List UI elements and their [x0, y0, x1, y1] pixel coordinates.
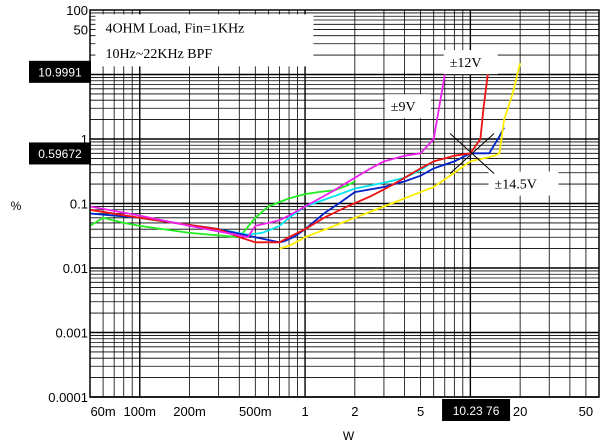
series-lines [89, 62, 521, 250]
series-line-3 [89, 127, 505, 244]
cursor-mark [449, 133, 495, 174]
series-line-4 [89, 62, 491, 244]
y-axis-label: % [11, 199, 22, 213]
x-tick-label: 1 [301, 404, 308, 419]
series-line-1 [89, 180, 356, 239]
cursor-readout-y-upper-bg [29, 60, 91, 83]
x-tick-label: 50 [579, 404, 593, 419]
cursor-readouts: 10.9991 0.59672 10.23 76 [29, 60, 511, 421]
x-tick-label: 60m [90, 404, 115, 419]
x-tick-label: 20 [513, 404, 527, 419]
series-line-5 [279, 62, 521, 250]
cursor-readout-x-bg [442, 399, 511, 421]
annotation-12v-bg [443, 50, 498, 75]
y-tick-label: 100 [66, 3, 88, 18]
annotation-filter: 10Hz~22KHz BPF [105, 47, 212, 62]
x-tick-label: 200m [173, 404, 206, 419]
x-tick-label: 5 [417, 404, 424, 419]
y-tick-label: 50 [74, 22, 88, 37]
annotation-14v: ±14.5V [495, 178, 537, 193]
plot-frame [89, 9, 600, 398]
annotation-9v: ±9V [391, 100, 416, 115]
annotation-12v: ±12V [450, 56, 482, 71]
x-tick-label: 100m [123, 404, 156, 419]
y-tick-labels: 100 50 1 0.1 0.01 0.001 0.0001 [48, 3, 88, 405]
grid [89, 10, 600, 398]
y-tick-label: 0.1 [70, 197, 88, 212]
x-tick-label: 2 [351, 404, 358, 419]
annotation-9v-bg [384, 94, 431, 119]
cursor-readout-y-lower-bg [29, 142, 91, 165]
cursor-readout-x: 10.23 76 [453, 404, 500, 418]
info-box [95, 14, 314, 67]
annotation-14v-bg [488, 171, 559, 196]
y-tick-label: 0.01 [63, 261, 88, 276]
x-tick-label: 500m [239, 404, 272, 419]
x-axis-label: W [343, 429, 355, 443]
cursor-readout-y-upper: 10.9991 [38, 65, 82, 79]
annotations: 4OHM Load, Fin=1KHz 10Hz~22KHz BPF ±9V ±12V… [95, 14, 559, 196]
series-line-6 [89, 74, 446, 239]
cursor-readout-y-lower: 0.59672 [38, 147, 82, 161]
y-tick-label: 0.001 [55, 326, 88, 341]
y-tick-label: 1 [81, 132, 88, 147]
x-tick-labels: 60m 100m 200m 500m 1 2 5 20 50 [90, 404, 593, 419]
y-tick-label: 0.0001 [48, 390, 88, 405]
annotation-load: 4OHM Load, Fin=1KHz [105, 21, 244, 36]
